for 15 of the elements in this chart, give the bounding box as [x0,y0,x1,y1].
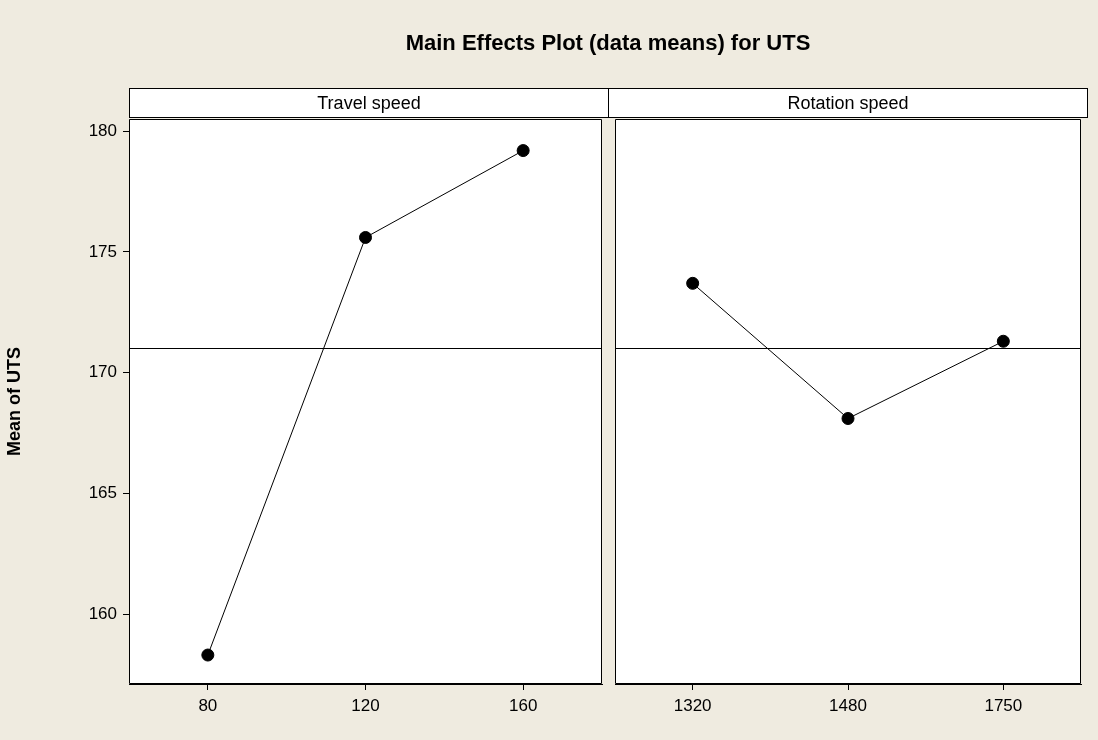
x-tick-label: 160 [508,695,538,715]
y-tick-label: 170 [88,362,117,382]
y-tick-label: 165 [88,482,117,502]
y-tick-label: 175 [88,241,117,261]
y-tick-label: 160 [88,603,117,623]
x-tick-label: 1480 [829,695,867,715]
y-axis-title: Mean of UTS [3,346,24,456]
chart-title: Main Effects Plot (data means) for UTS [404,30,812,56]
y-tick-label: 180 [88,120,117,140]
x-tick-label: 1320 [673,695,712,715]
chart-subtitle: Rotation speed [608,88,1088,118]
x-tick-label: 120 [351,695,380,715]
x-tick-label: 1750 [984,695,1023,715]
x-tick-label: 80 [198,695,218,715]
chart-subtitle: Travel speed [129,88,609,118]
